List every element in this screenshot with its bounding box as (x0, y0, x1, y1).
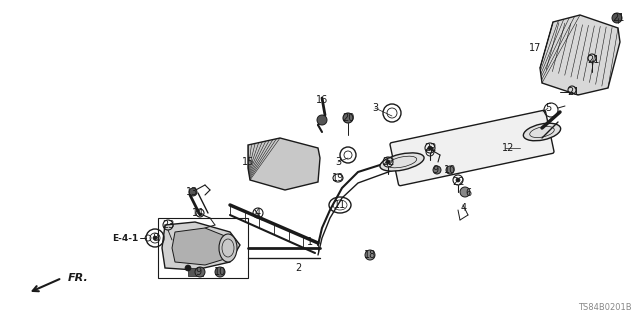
Circle shape (386, 160, 390, 164)
Text: 4: 4 (461, 203, 467, 213)
Ellipse shape (524, 123, 561, 141)
Text: 15: 15 (242, 157, 254, 167)
Text: E-4-1: E-4-1 (112, 234, 138, 243)
Polygon shape (162, 222, 240, 270)
Text: 21: 21 (567, 87, 579, 97)
Text: 16: 16 (316, 95, 328, 105)
Text: 19: 19 (332, 173, 344, 183)
Text: 17: 17 (529, 43, 541, 53)
Circle shape (433, 166, 441, 174)
Text: 8: 8 (152, 233, 158, 243)
Bar (158, 218, 248, 278)
Circle shape (365, 250, 375, 260)
Circle shape (428, 146, 432, 150)
Text: 21: 21 (587, 55, 599, 65)
Text: 10: 10 (444, 165, 456, 175)
Circle shape (185, 265, 191, 271)
Circle shape (343, 113, 353, 123)
Text: 18: 18 (364, 250, 376, 260)
Circle shape (317, 115, 327, 125)
Text: 7: 7 (427, 147, 433, 157)
Text: 11: 11 (334, 200, 346, 210)
Text: 20: 20 (342, 113, 354, 123)
Polygon shape (172, 228, 230, 265)
Text: 22: 22 (452, 177, 464, 187)
Circle shape (195, 267, 205, 277)
Circle shape (612, 13, 622, 23)
FancyBboxPatch shape (390, 110, 554, 186)
Bar (188, 268, 203, 276)
Text: 13: 13 (186, 187, 198, 197)
Text: 5: 5 (545, 103, 551, 113)
Text: 6: 6 (465, 188, 471, 198)
Text: 10: 10 (214, 267, 226, 277)
Polygon shape (248, 138, 320, 190)
Circle shape (456, 178, 460, 182)
Ellipse shape (219, 234, 237, 262)
Text: 21: 21 (612, 13, 624, 23)
Text: 3: 3 (372, 103, 378, 113)
Text: TS84B0201B: TS84B0201B (579, 303, 632, 312)
Circle shape (446, 166, 454, 174)
Circle shape (460, 187, 470, 197)
Text: FR.: FR. (68, 273, 89, 283)
Text: 2: 2 (295, 263, 301, 273)
Text: 14: 14 (192, 208, 204, 218)
Text: 12: 12 (502, 143, 514, 153)
Circle shape (153, 236, 157, 240)
Text: 23: 23 (162, 220, 174, 230)
Text: 9: 9 (432, 165, 438, 175)
Circle shape (189, 188, 197, 196)
Text: 3: 3 (335, 157, 341, 167)
Circle shape (215, 267, 225, 277)
Text: 22: 22 (381, 157, 394, 167)
Text: 1: 1 (307, 237, 313, 247)
Text: 4: 4 (255, 208, 261, 218)
Polygon shape (540, 15, 620, 95)
Ellipse shape (380, 153, 424, 171)
Text: 22: 22 (424, 143, 436, 153)
Text: 9: 9 (195, 267, 201, 277)
